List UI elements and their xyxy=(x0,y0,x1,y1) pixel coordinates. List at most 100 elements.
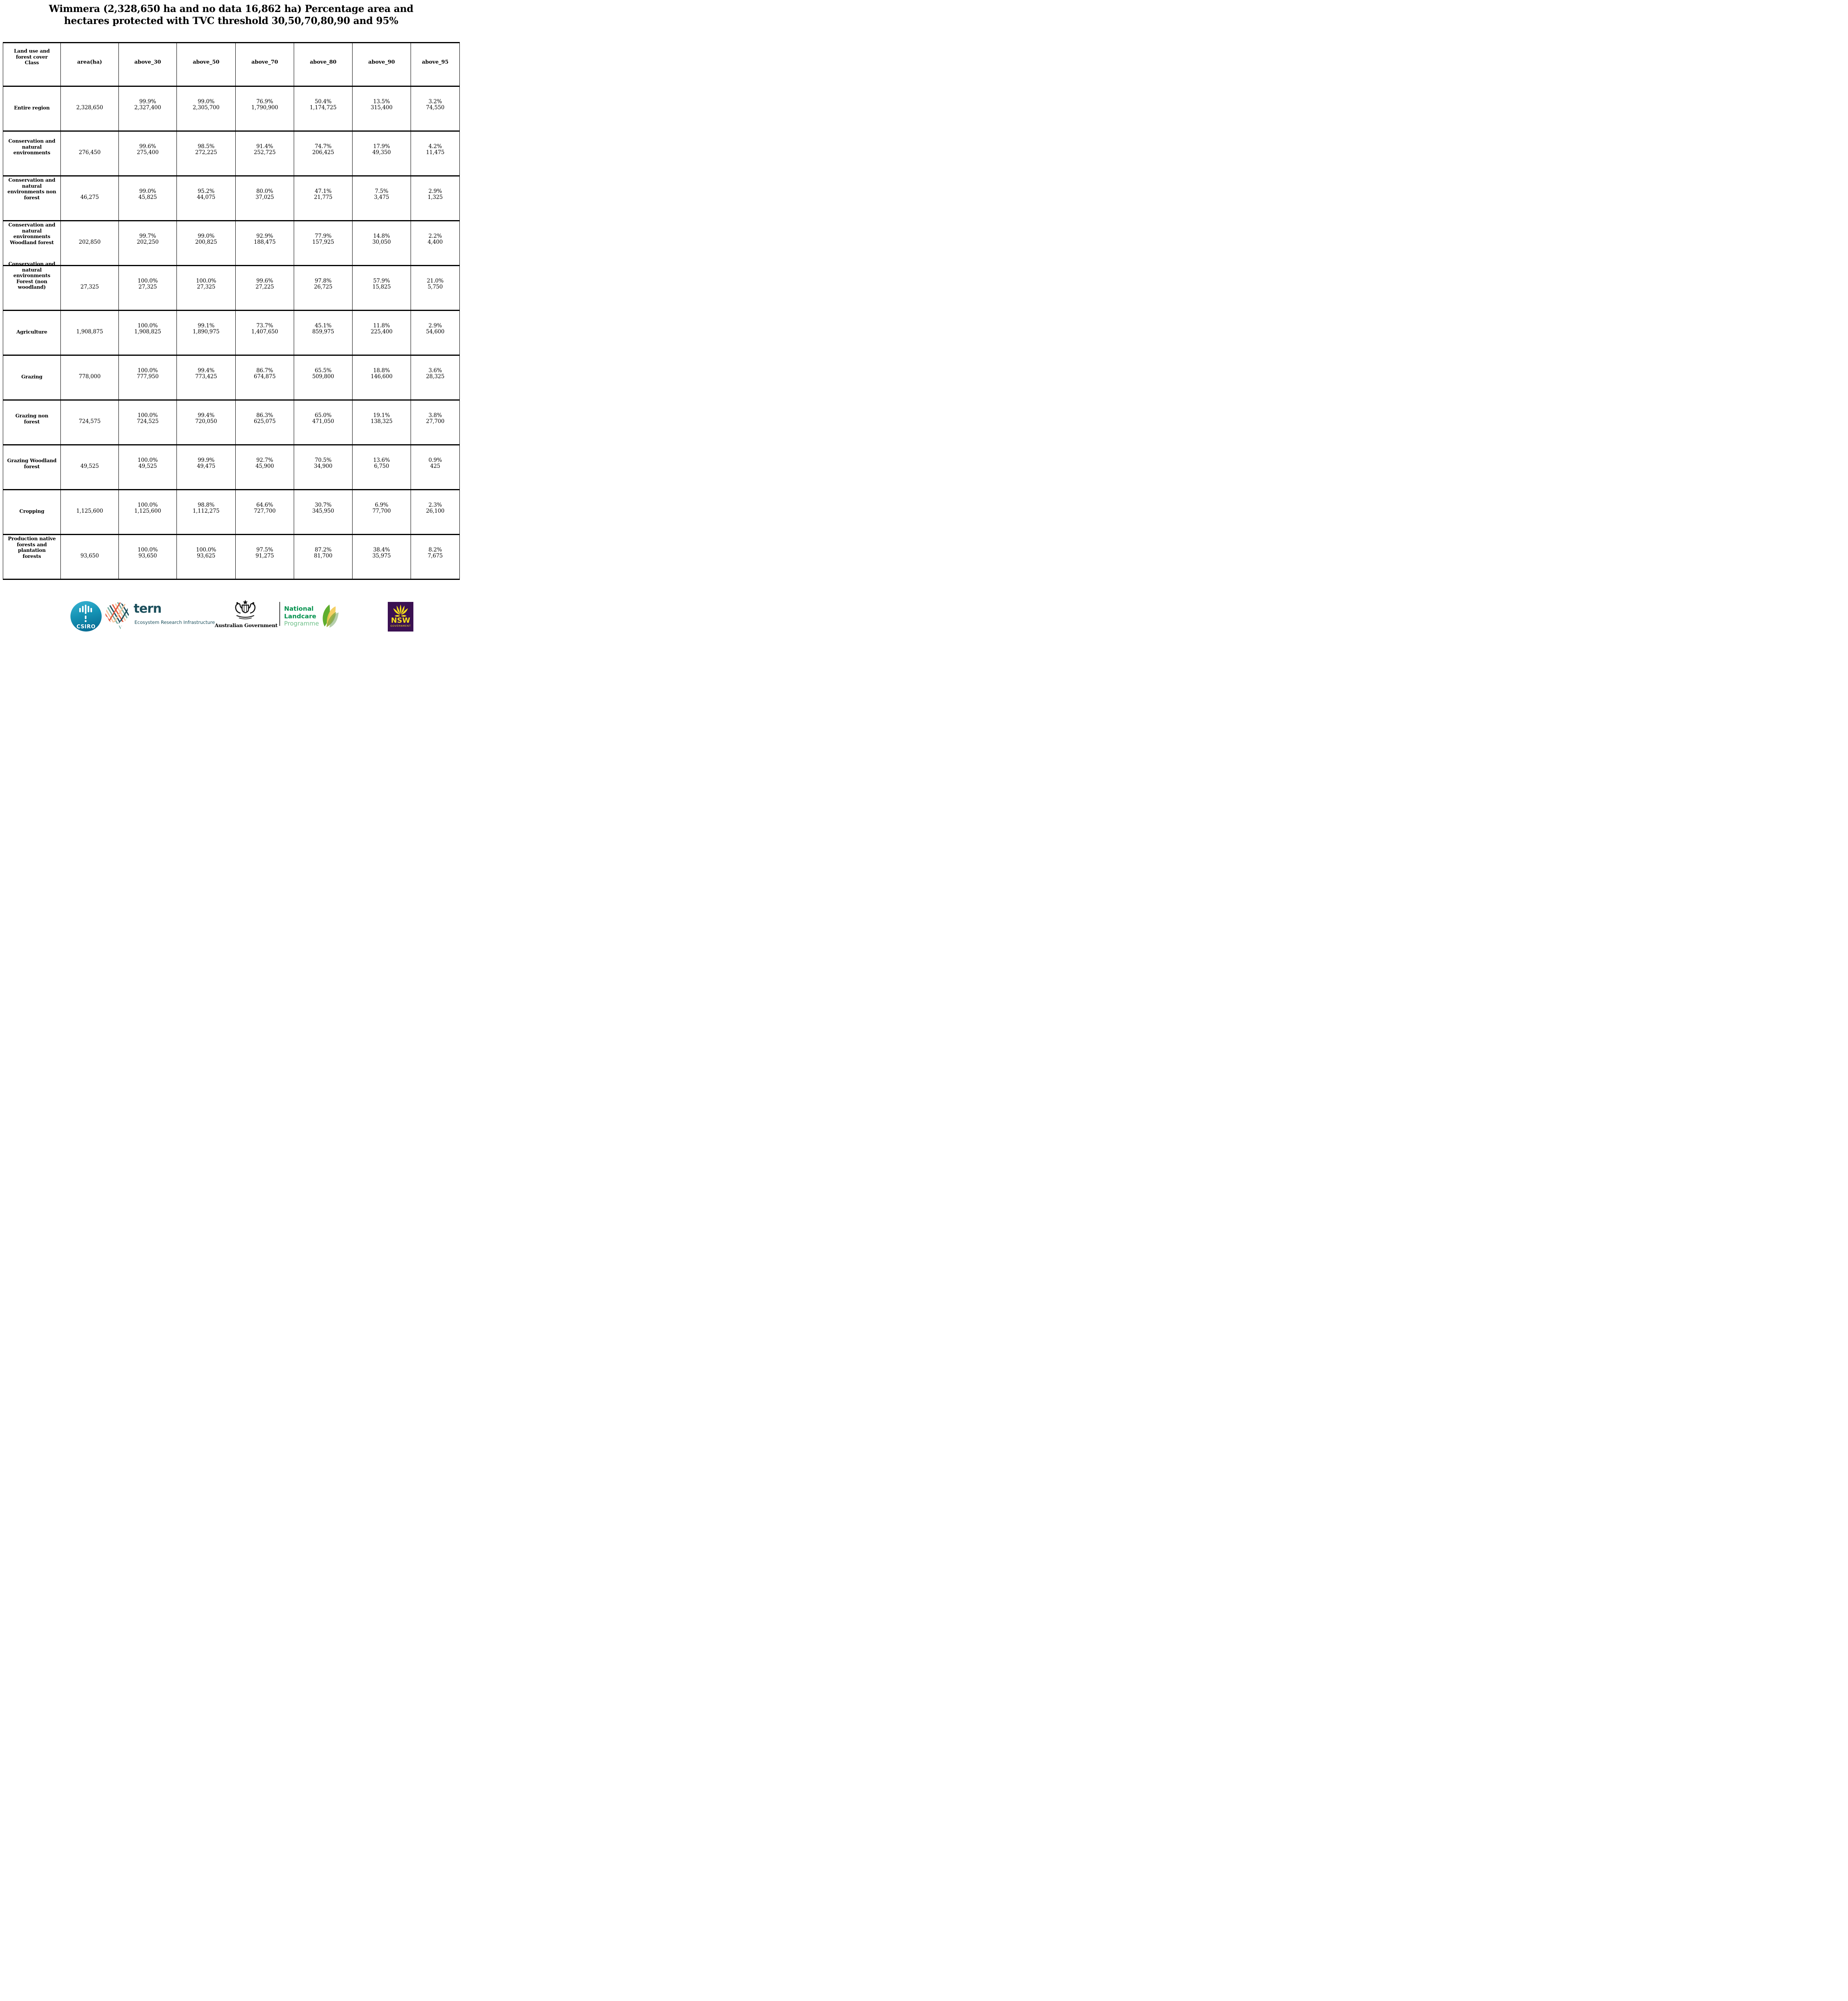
header-label: above_70 xyxy=(251,59,278,65)
row-class-cell: Conservation and natural environments xyxy=(3,132,61,175)
threshold-hectares: 625,075 xyxy=(254,418,276,425)
threshold-hectares: 1,407,650 xyxy=(251,329,278,335)
threshold-cell: 99.7% 202,250 xyxy=(119,221,177,265)
row-class-cell: Grazing non forest xyxy=(3,401,61,444)
threshold-cell: 0.9% 425 xyxy=(411,445,460,489)
threshold-hectares: 345,950 xyxy=(312,508,334,514)
header-label: area(ha) xyxy=(77,59,102,65)
threshold-cell: 70.5% 34,900 xyxy=(294,445,353,489)
threshold-percent: 80.0% xyxy=(256,188,273,194)
threshold-hectares: 26,725 xyxy=(314,284,333,290)
threshold-cell: 87.2% 81,700 xyxy=(294,535,353,579)
header-cell: above_90 xyxy=(353,43,411,86)
threshold-cell: 92.7% 45,900 xyxy=(236,445,294,489)
threshold-cell: 8.2% 7,675 xyxy=(411,535,460,579)
row-class-cell: Agriculture xyxy=(3,311,61,355)
threshold-cell: 99.1% 1,890,975 xyxy=(177,311,236,355)
table-row: Conservation and natural environments Fo… xyxy=(3,261,460,310)
threshold-hectares: 27,325 xyxy=(138,284,157,290)
threshold-percent: 100.0% xyxy=(137,412,158,419)
row-area-value: 1,908,875 xyxy=(76,329,103,335)
row-area-cell: 1,125,600 xyxy=(61,490,119,534)
threshold-cell: 76.9% 1,790,900 xyxy=(236,87,294,130)
threshold-hectares: 35,975 xyxy=(372,553,391,559)
threshold-cell: 65.0% 471,050 xyxy=(294,401,353,444)
header-cell: above_50 xyxy=(177,43,236,86)
header-label: above_95 xyxy=(422,59,449,65)
table-row: Production native forests and plantation… xyxy=(3,534,460,579)
row-area-cell: 1,908,875 xyxy=(61,311,119,355)
header-cell: area(ha) xyxy=(61,43,119,86)
threshold-cell: 3.6% 28,325 xyxy=(411,356,460,399)
threshold-percent: 65.0% xyxy=(315,412,332,419)
threshold-percent: 99.4% xyxy=(198,412,214,419)
threshold-cell: 99.9% 49,475 xyxy=(177,445,236,489)
row-area-value: 2,328,650 xyxy=(76,104,103,111)
threshold-percent: 3.8% xyxy=(428,412,442,419)
threshold-cell: 2.9% 54,600 xyxy=(411,311,460,355)
row-area-cell: 27,325 xyxy=(61,266,119,310)
threshold-percent: 92.7% xyxy=(256,457,273,463)
threshold-hectares: 49,475 xyxy=(196,463,216,469)
threshold-percent: 13.6% xyxy=(373,457,390,463)
threshold-hectares: 138,325 xyxy=(371,418,393,425)
table-row: Conservation and natural environments 276… xyxy=(3,130,460,175)
threshold-cell: 99.9% 2,327,400 xyxy=(119,87,177,130)
threshold-percent: 92.9% xyxy=(256,233,273,239)
threshold-percent: 7.5% xyxy=(375,188,389,194)
threshold-cell: 2.9% 1,325 xyxy=(411,176,460,220)
threshold-percent: 73.7% xyxy=(256,323,273,329)
threshold-cell: 99.0% 2,305,700 xyxy=(177,87,236,130)
threshold-cell: 100.0% 93,625 xyxy=(177,535,236,579)
threshold-percent: 99.0% xyxy=(198,98,214,105)
threshold-hectares: 37,025 xyxy=(255,194,274,201)
threshold-percent: 100.0% xyxy=(137,457,158,463)
threshold-percent: 98.8% xyxy=(198,502,214,508)
table-row: Grazing 778,000 100.0% 777,950 99.4% 773,425 8… xyxy=(3,355,460,399)
csiro-logo-icon: CSIRO xyxy=(70,601,102,632)
header-label: above_90 xyxy=(368,59,395,65)
threshold-percent: 18.8% xyxy=(373,367,390,374)
threshold-percent: 4.2% xyxy=(428,143,442,150)
threshold-hectares: 724,525 xyxy=(136,418,159,425)
threshold-hectares: 45,825 xyxy=(138,194,157,201)
row-class-label: Cropping xyxy=(19,508,44,514)
threshold-percent: 45.1% xyxy=(315,323,332,329)
threshold-hectares: 1,125,600 xyxy=(134,508,161,514)
row-area-value: 778,000 xyxy=(78,373,101,380)
figure-title-line2: hectares protected with TVC threshold 30… xyxy=(64,15,399,26)
tern-australia-map-icon xyxy=(105,602,129,629)
header-label: Land use and forest cover Class xyxy=(14,48,50,66)
nsw-government-label: GOVERNMENT xyxy=(390,625,411,628)
threshold-cell: 99.6% 275,400 xyxy=(119,132,177,175)
threshold-percent: 65.5% xyxy=(315,367,332,374)
row-class-cell: Cropping xyxy=(3,490,61,534)
row-class-label: Grazing Woodland forest xyxy=(7,457,57,469)
threshold-hectares: 4,400 xyxy=(427,239,443,245)
data-table: Land use and forest cover Class area(ha) a… xyxy=(3,42,460,580)
threshold-cell: 47.1% 21,775 xyxy=(294,176,353,220)
threshold-cell: 100.0% 27,325 xyxy=(177,266,236,310)
threshold-cell: 100.0% 27,325 xyxy=(119,266,177,310)
threshold-hectares: 2,327,400 xyxy=(134,104,161,111)
threshold-cell: 100.0% 93,650 xyxy=(119,535,177,579)
table-row: Conservation and natural environments no… xyxy=(3,175,460,220)
row-area-value: 1,125,600 xyxy=(76,508,103,514)
threshold-percent: 86.7% xyxy=(256,367,273,374)
threshold-hectares: 28,325 xyxy=(426,373,445,380)
threshold-cell: 18.8% 146,600 xyxy=(353,356,411,399)
threshold-hectares: 3,475 xyxy=(374,194,389,201)
threshold-percent: 57.9% xyxy=(373,278,390,284)
threshold-percent: 99.9% xyxy=(198,457,214,463)
threshold-percent: 76.9% xyxy=(256,98,273,105)
threshold-cell: 14.8% 30,050 xyxy=(353,221,411,265)
threshold-hectares: 81,700 xyxy=(314,553,333,559)
threshold-hectares: 15,825 xyxy=(372,284,391,290)
threshold-cell: 99.0% 45,825 xyxy=(119,176,177,220)
threshold-hectares: 91,275 xyxy=(255,553,274,559)
threshold-percent: 100.0% xyxy=(196,547,216,553)
row-class-cell: Conservation and natural environments no… xyxy=(3,176,61,220)
threshold-percent: 47.1% xyxy=(315,188,332,194)
threshold-hectares: 674,875 xyxy=(254,373,276,380)
threshold-percent: 100.0% xyxy=(137,323,158,329)
